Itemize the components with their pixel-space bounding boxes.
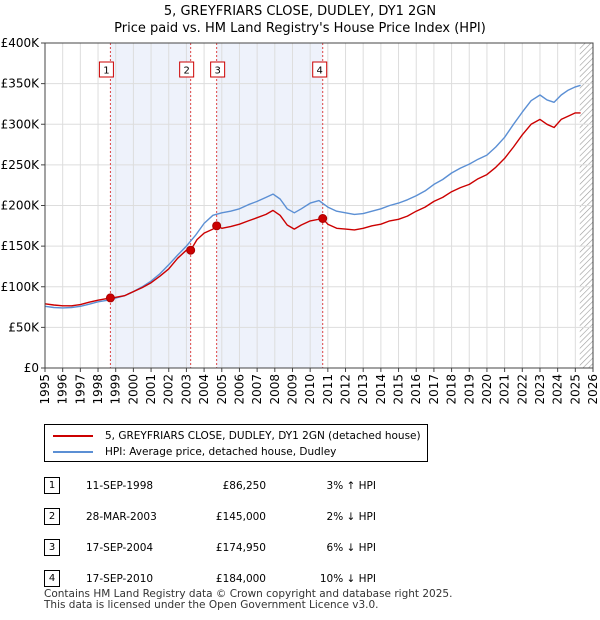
sale-number-box: 2 [44, 508, 60, 525]
x-tick-label: 1997 [73, 374, 87, 405]
legend-label-price-paid: 5, GREYFRIARS CLOSE, DUDLEY, DY1 2GN (de… [105, 430, 421, 442]
sale-label-box-4 [312, 61, 328, 78]
x-tick-label: 2013 [356, 374, 370, 405]
legend-item-price-paid: 5, GREYFRIARS CLOSE, DUDLEY, DY1 2GN (de… [53, 428, 421, 444]
footer-copyright: Contains HM Land Registry data © Crown c… [44, 588, 453, 600]
y-tick-label: £150K [1, 239, 41, 253]
x-tick-label: 2019 [462, 374, 476, 405]
x-tick-label: 2009 [285, 374, 299, 405]
sale-number-box: 3 [44, 539, 60, 556]
x-tick-label: 2023 [533, 374, 547, 405]
sale-price: £145,000 [215, 510, 266, 523]
x-tick-label: 2017 [427, 374, 441, 405]
x-tick-label: 2002 [162, 374, 176, 405]
x-tick-label: 2024 [551, 374, 565, 405]
sale-label-1: 1 [103, 66, 109, 77]
y-tick-label: £400K [1, 36, 41, 50]
sale-number-box: 4 [44, 570, 60, 587]
legend-swatch-blue [53, 451, 93, 453]
sale-hpi-diff: 6% ↓ HPI [326, 541, 376, 554]
sale-date: 11-SEP-1998 [86, 479, 154, 492]
chart-area: 1 2 3 4 £0 £50K £100K £150K £200K £250K £300K £350K… [1, 36, 600, 405]
sales-table: 1 11-SEP-1998 £86,250 3% ↑ HPI 2 28-MAR-… [44, 470, 376, 594]
y-tick-label: £250K [1, 158, 41, 172]
sale-label-box-2 [179, 61, 195, 78]
sale-point-4 [318, 214, 328, 223]
x-tick-label: 2007 [250, 374, 264, 405]
x-tick-label: 1999 [109, 374, 123, 405]
chart-title: 5, GREYFRIARS CLOSE, DUDLEY, DY1 2GN [163, 4, 437, 19]
x-tick-label: 2005 [215, 374, 229, 405]
sale-price: £86,250 [222, 479, 266, 492]
sale-point-2 [186, 245, 196, 255]
sale-hpi-diff: 10% ↓ HPI [319, 572, 376, 585]
sale-price: £184,000 [215, 572, 266, 585]
x-tick-label: 1996 [56, 374, 70, 405]
footer-licence: This data is licensed under the Open Gov… [44, 599, 379, 611]
y-tick-label: £300K [1, 117, 41, 131]
x-tick-label: 2015 [392, 374, 406, 405]
sale-label-2: 2 [183, 66, 189, 77]
x-tick-label: 2018 [445, 374, 459, 405]
x-tick-label: 2020 [480, 374, 494, 405]
x-tick-label: 2004 [197, 374, 211, 405]
y-tick-label: £0 [24, 361, 39, 375]
sale-date: 28-MAR-2003 [86, 510, 157, 523]
series-line-price-paid [44, 112, 581, 307]
legend-swatch-red [53, 435, 93, 437]
legend: 5, GREYFRIARS CLOSE, DUDLEY, DY1 2GN (de… [44, 424, 428, 462]
sale-date: 17-SEP-2010 [86, 572, 154, 585]
table-row: 4 17-SEP-2010 £184,000 10% ↓ HPI [44, 563, 376, 594]
chart-subtitle: Price paid vs. HM Land Registry's House … [114, 21, 486, 36]
footer: Contains HM Land Registry data © Crown c… [44, 589, 452, 611]
x-tick-label: 2003 [179, 374, 193, 405]
sale-label-box-3 [210, 61, 226, 78]
x-tick-label: 2006 [232, 374, 246, 405]
x-tick-label: 2022 [515, 374, 529, 405]
x-tick-label: 2000 [126, 374, 140, 405]
y-tick-label: £100K [1, 280, 41, 294]
sale-point-3 [212, 221, 222, 231]
y-tick-label: £200K [1, 199, 41, 213]
sale-price: £174,950 [215, 541, 266, 554]
y-tick-label: £350K [1, 77, 41, 91]
x-tick-label: 2001 [144, 374, 158, 405]
sale-label-box-1 [98, 61, 114, 78]
sale-hpi-diff: 2% ↓ HPI [326, 510, 376, 523]
x-tick-label: 2016 [409, 374, 423, 405]
legend-item-hpi: HPI: Average price, detached house, Dudl… [53, 444, 336, 460]
x-tick-label: 1995 [38, 374, 52, 405]
sale-label-4: 4 [317, 66, 323, 77]
sale-point-1 [105, 293, 115, 303]
x-tick-label: 2026 [586, 374, 600, 405]
y-tick-label: £50K [8, 320, 40, 334]
x-tick-label: 2025 [568, 374, 582, 405]
sale-number-box: 1 [44, 477, 60, 494]
table-row: 1 11-SEP-1998 £86,250 3% ↑ HPI [44, 470, 376, 501]
legend-label-hpi: HPI: Average price, detached house, Dudl… [105, 446, 337, 458]
x-tick-label: 2011 [321, 374, 335, 405]
table-row: 2 28-MAR-2003 £145,000 2% ↓ HPI [44, 501, 376, 532]
x-tick-label: 2012 [339, 374, 353, 405]
table-row: 3 17-SEP-2004 £174,950 6% ↓ HPI [44, 532, 376, 563]
sale-date: 17-SEP-2004 [86, 541, 154, 554]
x-tick-label: 2014 [374, 374, 388, 405]
sale-hpi-diff: 3% ↑ HPI [326, 479, 376, 492]
x-tick-label: 1998 [91, 374, 105, 405]
x-tick-label: 2010 [303, 374, 317, 405]
x-tick-label: 2021 [498, 374, 512, 405]
sale-label-3: 3 [214, 66, 220, 77]
x-tick-label: 2008 [268, 374, 282, 405]
